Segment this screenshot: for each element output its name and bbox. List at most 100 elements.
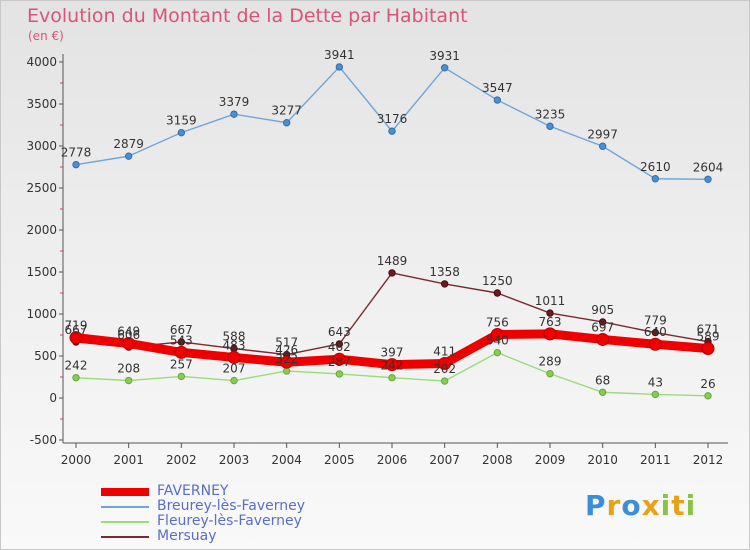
data-label: 1358 <box>429 265 460 279</box>
data-label: 697 <box>591 320 614 334</box>
data-label: 667 <box>170 323 193 337</box>
data-label: 649 <box>117 324 140 338</box>
data-label: 1489 <box>377 254 408 268</box>
data-point <box>122 336 136 350</box>
data-point <box>596 332 610 346</box>
data-point <box>440 377 449 385</box>
legend-swatch <box>101 506 149 508</box>
data-point <box>701 342 715 356</box>
y-tick-label: 2500 <box>26 181 57 195</box>
legend-label: Mersuay <box>157 528 217 544</box>
x-tick-label: 2002 <box>166 453 197 467</box>
data-point <box>72 373 80 382</box>
logo-letter: P <box>585 489 607 522</box>
y-tick-label: 3000 <box>26 139 57 153</box>
y-tick-label: 1000 <box>26 307 57 321</box>
data-label: 68 <box>595 373 610 387</box>
data-point <box>177 128 186 137</box>
data-label: 3379 <box>219 95 250 109</box>
logo-letter: x <box>641 489 661 522</box>
legend-swatch <box>101 488 149 496</box>
logo-letter: o <box>621 489 642 522</box>
chart-title: Evolution du Montant de la Dette par Hab… <box>27 5 468 27</box>
legend-label: Fleurey-lès-Faverney <box>157 513 302 529</box>
data-label: 43 <box>648 375 663 389</box>
x-tick-label: 2005 <box>324 453 355 467</box>
y-tick-label: -500 <box>30 433 57 447</box>
data-point <box>704 175 712 183</box>
data-point <box>440 64 449 72</box>
data-label: 540 <box>486 334 509 348</box>
chart-subtitle: (en €) <box>28 29 64 43</box>
data-point <box>230 376 238 385</box>
data-label: 208 <box>117 362 140 376</box>
data-label: 756 <box>486 315 509 329</box>
data-point <box>493 348 502 357</box>
data-point <box>543 327 557 341</box>
data-label: 517 <box>275 336 298 350</box>
x-tick-label: 2004 <box>271 453 302 467</box>
proxiti-logo: Proxiti <box>585 489 696 522</box>
x-tick-label: 2000 <box>61 453 92 467</box>
data-point <box>385 358 399 372</box>
data-point <box>438 356 452 370</box>
data-label: 257 <box>170 357 193 371</box>
data-point <box>598 388 607 396</box>
x-tick-label: 2009 <box>535 453 566 467</box>
x-tick-label: 2010 <box>587 453 618 467</box>
data-point <box>651 328 660 337</box>
data-label: 2997 <box>587 127 618 141</box>
x-tick-label: 2003 <box>219 453 250 467</box>
data-label: 483 <box>223 338 246 352</box>
data-label: 640 <box>644 325 667 339</box>
x-tick-label: 2008 <box>482 453 513 467</box>
data-label: 1250 <box>482 274 513 288</box>
data-label: 589 <box>697 330 720 344</box>
data-point <box>490 327 504 341</box>
data-label: 322 <box>275 352 298 366</box>
data-point <box>124 152 133 160</box>
data-label: 905 <box>591 303 614 317</box>
legend-swatch <box>101 521 149 523</box>
data-label: 2778 <box>61 146 92 160</box>
data-point <box>388 127 396 135</box>
data-point <box>335 340 344 348</box>
y-tick-label: 4000 <box>26 55 57 69</box>
x-tick-label: 2011 <box>640 453 671 467</box>
data-point <box>388 269 396 277</box>
data-label: 202 <box>433 362 456 376</box>
legend-swatch <box>101 536 149 538</box>
data-label: 588 <box>223 330 246 344</box>
data-point <box>493 96 502 104</box>
data-point <box>174 345 188 359</box>
data-label: 242 <box>381 359 404 373</box>
x-tick-label: 2007 <box>429 453 460 467</box>
data-label: 2604 <box>693 160 724 174</box>
data-label: 411 <box>433 344 456 358</box>
data-point <box>69 331 83 345</box>
data-point <box>493 289 502 297</box>
data-point <box>230 110 238 118</box>
data-point <box>280 355 294 369</box>
data-point <box>335 370 344 378</box>
data-point <box>227 350 241 364</box>
data-point <box>546 370 554 378</box>
data-label: 719 <box>65 319 88 333</box>
data-label: 426 <box>275 343 298 357</box>
logo-letter: i <box>660 489 672 522</box>
y-tick-label: 2000 <box>26 223 57 237</box>
data-point <box>177 338 186 346</box>
data-label: 3159 <box>166 114 197 128</box>
data-label: 1011 <box>535 294 566 308</box>
data-label: 2610 <box>640 160 671 174</box>
data-label: 3931 <box>429 49 460 63</box>
data-label: 779 <box>644 314 667 328</box>
data-point <box>546 122 554 130</box>
data-point <box>335 63 344 71</box>
data-label: 2879 <box>113 137 144 151</box>
data-label: 3277 <box>271 104 302 118</box>
x-tick-label: 2001 <box>113 453 144 467</box>
x-tick-label: 2012 <box>693 453 724 467</box>
x-tick-label: 2006 <box>377 453 408 467</box>
logo-letter: i <box>685 489 697 522</box>
